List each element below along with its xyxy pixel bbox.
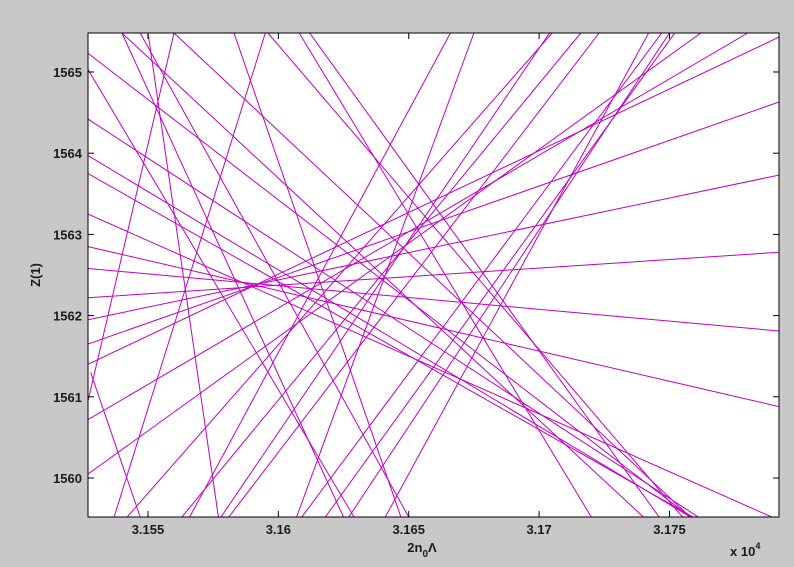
- y-tick-label: 1564: [53, 146, 83, 161]
- series-line-22: [301, 33, 663, 517]
- x-tick-label: 3.165: [392, 522, 425, 537]
- series-line-9: [88, 33, 702, 475]
- plot-frame: [87, 32, 780, 518]
- series-line-3: [88, 246, 779, 408]
- series-line-4: [88, 174, 779, 321]
- series-line-10: [88, 118, 699, 517]
- y-tick-label: 1560: [53, 471, 82, 486]
- series-line-25: [384, 33, 650, 517]
- series-line-24: [348, 33, 670, 517]
- axes-layer: 3.155 3.16 3.165 3.17 3.175 1560 1561 1562 1563 1…: [53, 33, 779, 537]
- x-tick-label: 3.17: [526, 522, 551, 537]
- series-line-27: [113, 33, 266, 517]
- series-layer: [88, 33, 779, 517]
- x-tick-label: 3.16: [266, 522, 291, 537]
- x-axis-exponent-power: 4: [755, 541, 760, 551]
- x-axis-exponent: x 104: [730, 541, 760, 559]
- series-line-18: [298, 33, 592, 517]
- series-line-34: [88, 69, 355, 517]
- series-line-6: [88, 36, 779, 365]
- series-line-13: [88, 155, 691, 517]
- series-line-33: [147, 33, 219, 517]
- x-axis-label-main: 2n: [407, 540, 422, 555]
- y-axis-label: Z(1): [28, 263, 43, 287]
- y-tick-label: 1563: [53, 227, 82, 242]
- series-line-28: [88, 33, 175, 402]
- x-axis-exponent-base: x 10: [730, 544, 755, 559]
- series-line-17: [309, 33, 660, 517]
- series-line-29: [90, 372, 141, 517]
- series-line-32: [233, 33, 402, 517]
- series-line-19: [126, 33, 553, 517]
- x-tick-label: 3.175: [653, 522, 686, 537]
- y-tick-label: 1562: [53, 309, 82, 324]
- series-line-30: [139, 33, 410, 517]
- x-axis-label: 2n0Λ: [407, 540, 437, 560]
- series-line-15: [267, 33, 683, 517]
- series-line-35: [189, 33, 451, 517]
- y-tick-label: 1561: [53, 390, 82, 405]
- series-line-14: [173, 33, 691, 517]
- series-line-36: [220, 33, 550, 517]
- y-tick-label: 1565: [53, 65, 82, 80]
- series-line-5: [88, 101, 779, 345]
- x-axis-label-tail: Λ: [428, 540, 437, 555]
- x-tick-label: 3.155: [132, 522, 165, 537]
- series-line-12: [88, 52, 691, 517]
- series-line-11: [88, 173, 694, 517]
- series-line-21: [228, 33, 600, 517]
- x-axis-label-subscript: 0: [422, 549, 428, 560]
- series-line-1: [88, 251, 779, 299]
- series-line-2: [88, 268, 779, 332]
- series-line-20: [181, 33, 582, 517]
- series-line-16: [121, 33, 644, 517]
